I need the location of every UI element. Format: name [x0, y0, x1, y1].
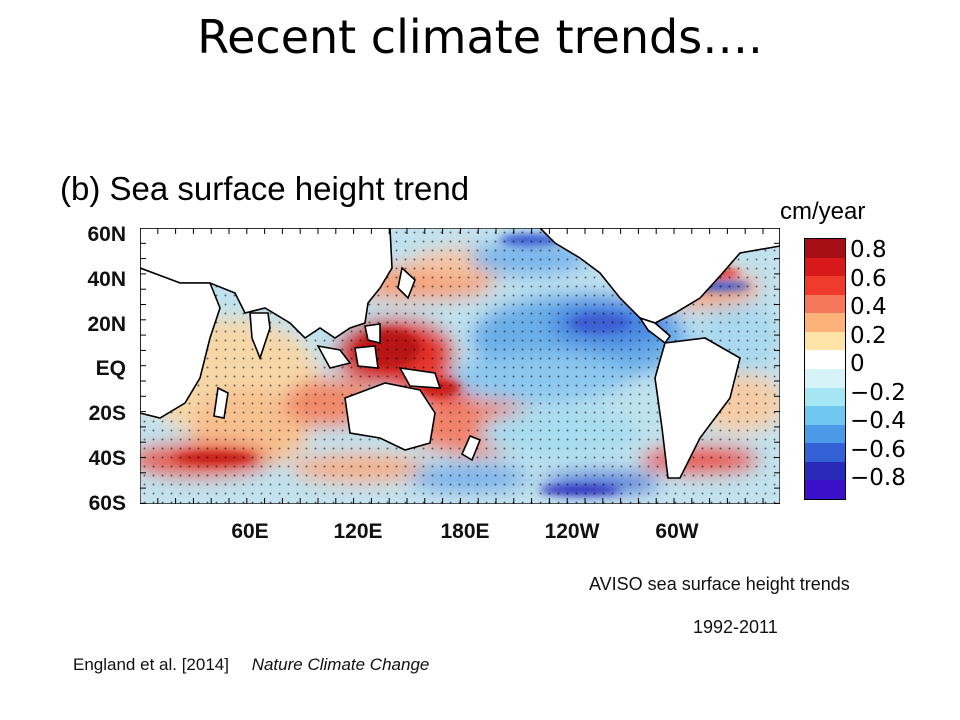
colorbar-swatch	[805, 369, 845, 389]
new-guinea	[398, 366, 442, 389]
colorbar-swatch	[805, 461, 845, 481]
sumatra	[316, 344, 352, 369]
philippines	[364, 323, 381, 345]
colorbar-tick-label: −0.6	[850, 436, 906, 463]
colorbar-swatch	[805, 387, 845, 407]
colorbar-tick-label: −0.8	[850, 465, 906, 491]
lat-label-40s: 40S	[88, 447, 126, 470]
citation-authors: England et al. [2014]	[73, 655, 229, 674]
australia-landmass	[344, 382, 436, 451]
africa-landmass	[140, 267, 221, 419]
caption-years: 1992-2011	[693, 617, 778, 637]
colorbar-swatch	[805, 424, 845, 444]
lon-label-120w: 120W	[544, 520, 600, 543]
citation: England et al. [2014] Nature Climate Cha…	[73, 655, 429, 675]
colorbar-swatch	[805, 350, 845, 370]
lon-label-180e: 180E	[440, 520, 490, 543]
lon-label-120e: 120E	[333, 520, 383, 543]
map-edge-ticks	[140, 228, 780, 504]
colorbar-tick-label: −0.2	[850, 379, 906, 406]
colorbar-swatch	[805, 276, 845, 296]
colorbar-swatch	[805, 480, 845, 500]
lat-label-60n: 60N	[87, 223, 126, 246]
caption-description: AVISO sea surface height trends	[589, 574, 850, 594]
colorbar-swatch	[805, 443, 845, 463]
lat-label-60s: 60S	[88, 492, 126, 515]
lat-label-20n: 20N	[87, 313, 126, 336]
map-panel-label: (b) Sea surface height trend	[60, 170, 470, 207]
new-zealand	[460, 434, 482, 462]
colorbar-tick-label: 0.8	[850, 237, 887, 263]
colorbar-tick-label: 0	[850, 351, 865, 377]
colorbar-swatch	[805, 406, 845, 426]
colorbar-border	[804, 238, 846, 500]
colorbar-tick-label: 0.2	[850, 322, 887, 349]
colorbar-swatch	[805, 331, 845, 351]
lat-label-eq: EQ	[95, 357, 126, 380]
colorbar-swatch	[805, 257, 845, 277]
india-landmass	[249, 312, 271, 361]
land-masses	[140, 228, 780, 479]
north-america-landmass	[538, 228, 780, 324]
madagascar	[213, 386, 229, 419]
citation-journal: Nature Climate Change	[251, 655, 430, 674]
colorbar-tick-label: −0.4	[850, 408, 906, 434]
south-america-landmass	[654, 337, 741, 479]
lon-label-60e: 60E	[231, 520, 269, 543]
borneo	[354, 345, 379, 369]
lon-label-60w: 60W	[655, 520, 699, 543]
japan	[397, 266, 416, 300]
colorbar-swatch	[805, 313, 845, 333]
central-america	[638, 316, 672, 345]
colorbar-tick-label: 0.4	[850, 294, 887, 320]
colorbar-swatch	[805, 294, 845, 314]
lat-label-20s: 20S	[88, 402, 126, 425]
colorbar-unit-label: cm/year	[780, 198, 866, 225]
slide-title: Recent climate trends….	[197, 10, 763, 64]
lat-label-40n: 40N	[87, 268, 126, 291]
sea-surface-height-map	[140, 228, 780, 504]
colorbar-swatch	[805, 239, 845, 259]
colorbar-tick-label: 0.6	[850, 265, 887, 292]
